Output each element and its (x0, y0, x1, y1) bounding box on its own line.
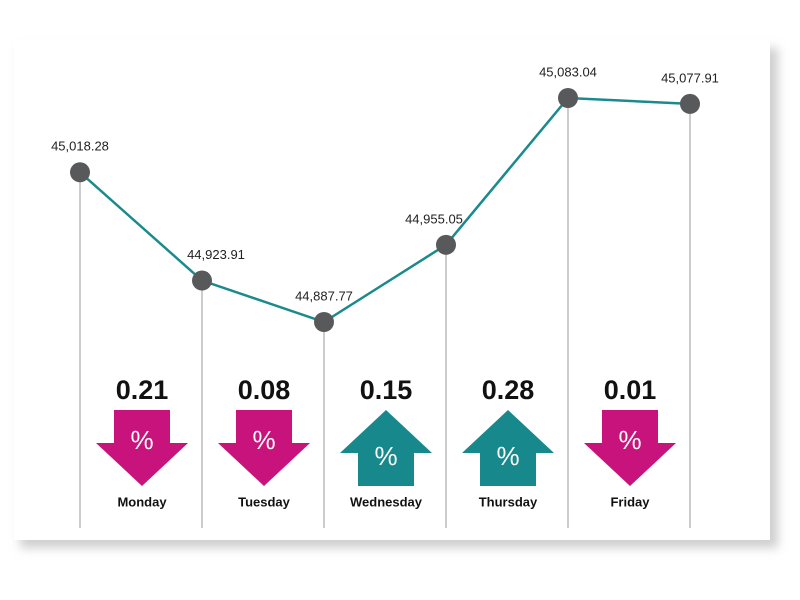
change-arrow (218, 410, 310, 486)
percent-symbol: % (252, 425, 275, 455)
day-label: Thursday (479, 494, 538, 509)
change-value: 0.28 (482, 375, 535, 405)
value-label: 45,077.91 (661, 70, 719, 85)
value-label: 45,018.28 (51, 139, 109, 154)
day-label: Tuesday (238, 494, 291, 509)
change-value: 0.08 (238, 375, 291, 405)
marker (680, 93, 700, 114)
marker (70, 162, 90, 183)
marker (314, 312, 334, 332)
change-arrow (340, 410, 432, 486)
change-arrow (96, 410, 188, 486)
change-arrow (584, 410, 676, 486)
change-arrow (462, 410, 554, 486)
marker (436, 234, 456, 255)
value-label: 44,923.91 (187, 247, 245, 262)
change-value: 0.21 (116, 375, 169, 405)
percent-symbol: % (130, 425, 153, 455)
day-label: Monday (117, 494, 167, 509)
day-label: Wednesday (350, 494, 423, 509)
percent-symbol: % (618, 425, 641, 455)
percent-symbol: % (496, 441, 519, 471)
line (79, 96, 691, 324)
marker (558, 88, 578, 108)
change-value: 0.01 (604, 375, 657, 405)
day-label: Friday (610, 494, 650, 509)
marker (192, 270, 212, 291)
value-label: 44,887.77 (295, 288, 353, 303)
change-value: 0.15 (360, 375, 413, 405)
percent-symbol: % (374, 441, 397, 471)
value-label: 44,955.05 (405, 211, 463, 226)
value-label: 45,083.04 (539, 64, 597, 79)
